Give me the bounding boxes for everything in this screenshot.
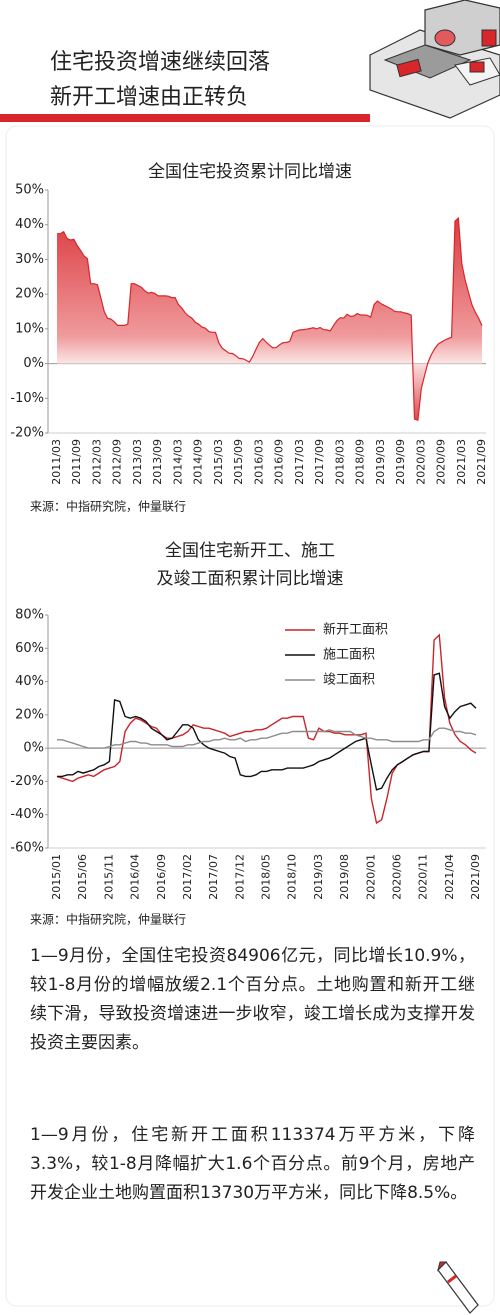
y-tick-label: 80% <box>15 608 44 623</box>
pencil-icon <box>437 1261 479 1314</box>
y-tick-label: 0% <box>23 741 44 756</box>
x-tick-label: 2016/04 <box>129 854 142 900</box>
card <box>5 125 495 1307</box>
y-tick-label: 30% <box>15 252 44 267</box>
y-tick-label: 40% <box>15 674 44 689</box>
x-tick-label: 2014/03 <box>171 439 184 485</box>
x-tick-label: 2016/09 <box>273 439 286 485</box>
x-tick-label: 2018/03 <box>333 439 346 485</box>
sofa-illustration <box>369 0 500 119</box>
x-tick-label: 2015/11 <box>102 854 115 900</box>
header-title: 住宅投资增速继续回落 <box>50 50 270 75</box>
x-tick-label: 2016/09 <box>155 854 168 900</box>
x-tick-label: 2015/09 <box>232 439 245 485</box>
legend-label: 竣工面积 <box>323 673 375 688</box>
x-tick-label: 2012/03 <box>90 439 103 485</box>
x-tick-label: 2013/03 <box>131 439 144 485</box>
x-tick-label: 2018/09 <box>354 439 367 485</box>
x-tick-label: 2021/09 <box>469 854 482 900</box>
y-tick-label: -40% <box>10 807 44 822</box>
chart-title: 及竣工面积累计同比增速 <box>157 569 344 589</box>
source-note: 来源：中指研究院，仲量联行 <box>30 912 186 927</box>
source-note: 来源：中指研究院，仲量联行 <box>30 499 186 514</box>
x-tick-label: 2020/01 <box>364 854 377 900</box>
y-tick-label: 20% <box>15 287 44 302</box>
y-tick-label: -10% <box>10 391 44 406</box>
y-tick-label: 40% <box>15 217 44 232</box>
x-tick-label: 2021/04 <box>443 854 456 900</box>
x-tick-label: 2018/05 <box>260 854 273 900</box>
header-bar <box>0 114 370 122</box>
y-tick-label: -60% <box>10 841 44 856</box>
x-tick-label: 2012/09 <box>111 439 124 485</box>
x-tick-label: 2019/03 <box>374 439 387 485</box>
header-title: 新开工增速由正转负 <box>50 85 248 110</box>
legend-label: 施工面积 <box>323 648 375 663</box>
x-tick-label: 2019/09 <box>394 439 407 485</box>
x-tick-label: 2017/07 <box>207 854 220 900</box>
paragraph: 1—9月份，住宅新开工面积113374万平方米，下降3.3%，较1-8月降幅扩大… <box>30 1125 475 1203</box>
x-tick-label: 2015/06 <box>76 854 89 900</box>
x-tick-label: 2020/11 <box>417 854 430 900</box>
x-tick-label: 2020/03 <box>414 439 427 485</box>
x-tick-label: 2014/09 <box>192 439 205 485</box>
area-fill <box>57 218 482 421</box>
series-line <box>57 672 477 791</box>
x-tick-label: 2020/09 <box>435 439 448 485</box>
x-tick-label: 2015/01 <box>50 854 63 900</box>
y-tick-label: 20% <box>15 707 44 722</box>
y-tick-label: -20% <box>10 774 44 789</box>
x-tick-label: 2015/03 <box>212 439 225 485</box>
x-tick-label: 2017/03 <box>293 439 306 485</box>
legend-label: 新开工面积 <box>323 622 388 638</box>
y-tick-label: -20% <box>10 426 44 441</box>
x-tick-label: 2011/03 <box>50 439 63 485</box>
x-tick-label: 2016/03 <box>252 439 265 485</box>
y-tick-label: 50% <box>15 183 44 198</box>
y-tick-label: 60% <box>15 641 44 656</box>
x-tick-label: 2011/09 <box>70 439 83 485</box>
x-tick-label: 2017/02 <box>181 854 194 900</box>
x-tick-label: 2019/08 <box>338 854 351 900</box>
y-tick-label: 0% <box>23 356 44 371</box>
x-tick-label: 2018/10 <box>286 854 299 900</box>
x-tick-label: 2021/09 <box>475 439 488 485</box>
x-tick-label: 2021/03 <box>455 439 468 485</box>
area-line <box>57 216 483 421</box>
series-line <box>57 727 477 749</box>
chart-title: 全国住宅投资累计同比增速 <box>148 162 352 182</box>
x-tick-label: 2020/06 <box>390 854 403 900</box>
paragraph: 1—9月份，全国住宅投资84906亿元，同比增长10.9%，较1-8月份的增幅放… <box>30 946 475 1053</box>
y-tick-label: 10% <box>15 321 44 336</box>
x-tick-label: 2017/09 <box>313 439 326 485</box>
chart-title: 全国住宅新开工、施工 <box>165 541 335 561</box>
x-tick-label: 2017/12 <box>233 854 246 900</box>
x-tick-label: 2019/03 <box>312 854 325 900</box>
x-tick-label: 2013/09 <box>151 439 164 485</box>
